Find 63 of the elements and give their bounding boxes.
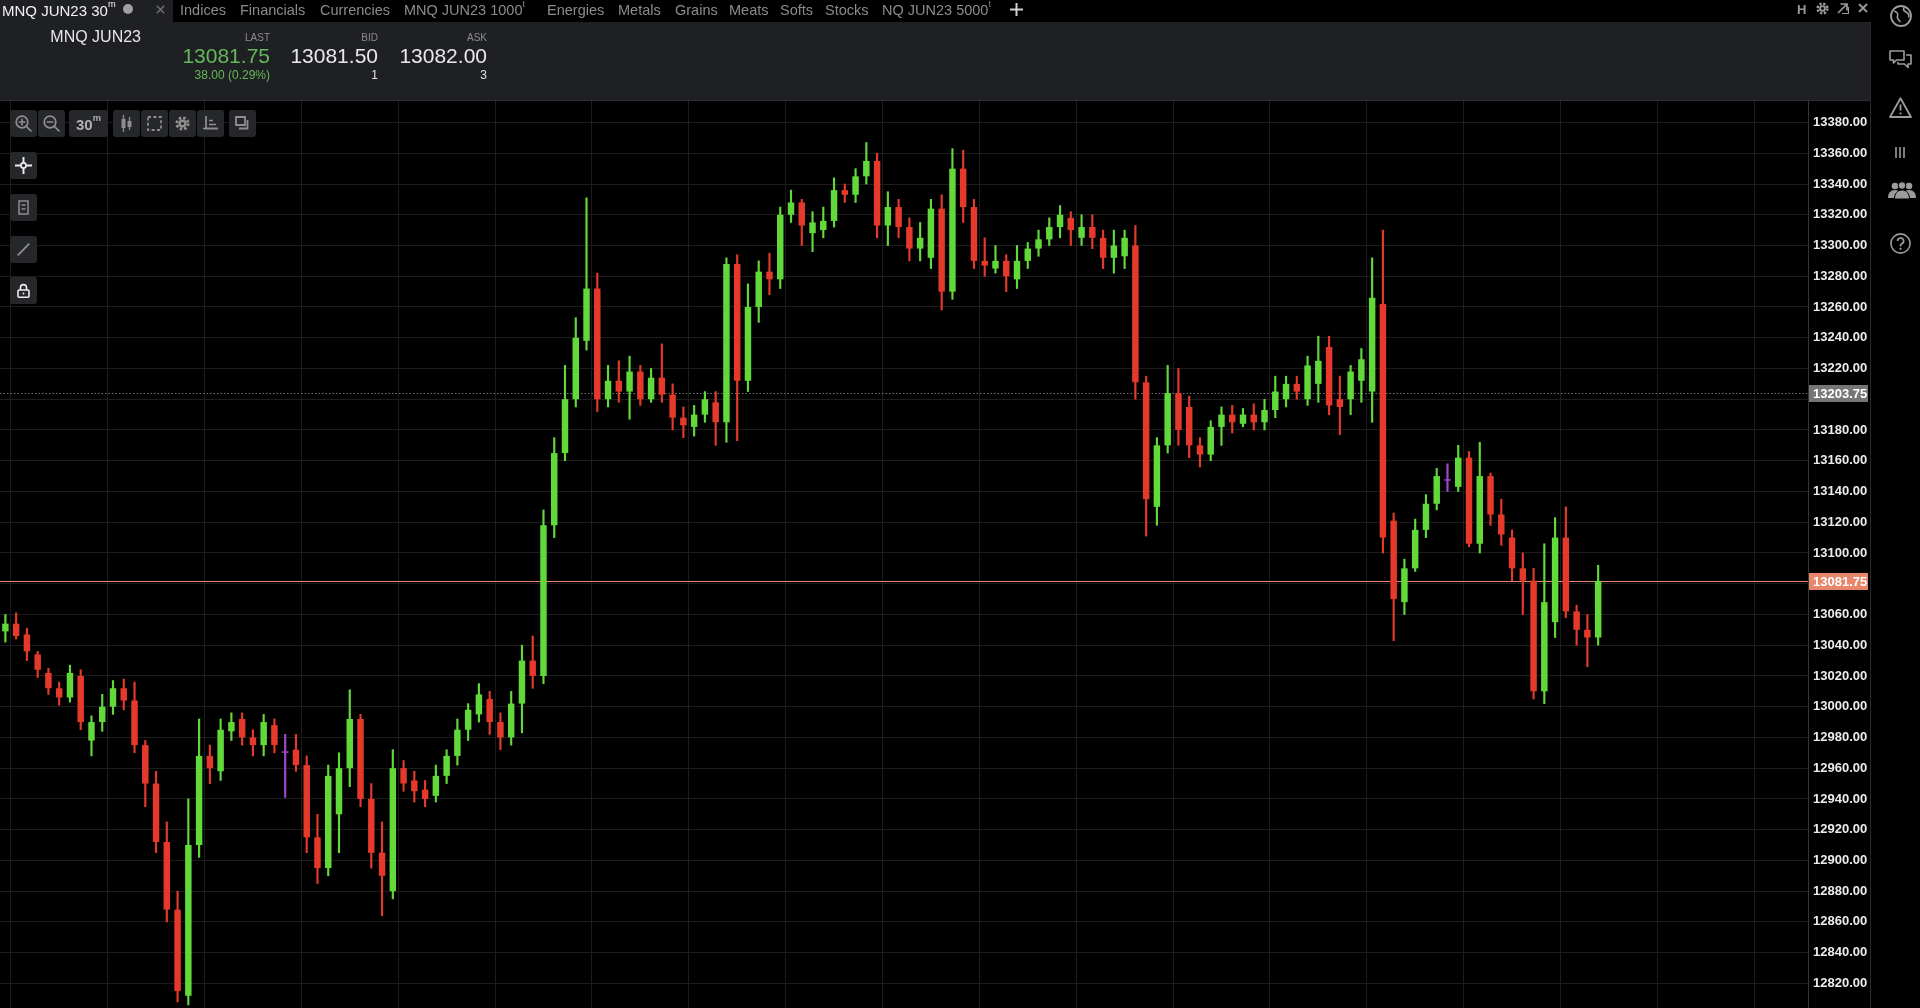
text: Currencies [320, 2, 391, 18]
text: NQ JUN23 5000$^{t}$ [882, 0, 991, 18]
text: MNQ JUN23 30$^{m}$ [2, 0, 116, 19]
text: H [1797, 2, 1807, 17]
text: Softs [780, 2, 814, 18]
text: Indices [180, 2, 226, 18]
text: 1 [371, 68, 378, 82]
candlestick [1444, 463, 1451, 492]
y-tick-label: 13100.00 [1813, 544, 1868, 560]
text: MNQ JUN23 1000$^{t}$ [404, 0, 525, 18]
y-tick-label: 13240.00 [1813, 329, 1868, 345]
y-tick-label: 13020.00 [1813, 667, 1868, 683]
candlestick [1078, 214, 1085, 246]
text: Energies [547, 2, 605, 18]
text: 13081.50 [290, 44, 378, 67]
y-tick-label: 12920.00 [1813, 821, 1868, 837]
y-tick-label: 12980.00 [1813, 729, 1868, 745]
y-tick-label: 12880.00 [1813, 882, 1868, 898]
y-tick-label: 13180.00 [1813, 421, 1868, 437]
interval-button: 30$^{m}$ [69, 110, 108, 137]
text: BID [361, 32, 378, 43]
y-tick-label: 13140.00 [1813, 483, 1868, 499]
y-tick-label: 12860.00 [1813, 913, 1868, 929]
y-tick-label: 13120.00 [1813, 513, 1868, 529]
text: Financials [240, 2, 306, 18]
y-tick-label: 12940.00 [1813, 790, 1868, 806]
y-tick-label: 12960.00 [1813, 759, 1868, 775]
text: 13082.00 [399, 44, 487, 67]
text: Stocks [825, 2, 869, 18]
text: Grains [675, 2, 718, 18]
y-tick-label: 12820.00 [1813, 974, 1868, 990]
y-tick-label: 13380.00 [1813, 114, 1868, 130]
candlestick [992, 245, 999, 274]
text: 38.00 (0.29%) [194, 68, 270, 82]
text: Meats [729, 2, 769, 18]
candlestick [281, 734, 289, 798]
y-tick-label: 13220.00 [1813, 360, 1868, 376]
text: 13081.75 [182, 44, 270, 67]
ref-line-label: 13081.75 [1813, 573, 1868, 589]
text: ASK [466, 32, 487, 43]
candlestick [583, 197, 590, 351]
candlestick [626, 355, 633, 420]
text: 3 [480, 68, 487, 82]
y-tick-label: 13300.00 [1813, 237, 1868, 253]
y-tick-label: 13040.00 [1813, 636, 1868, 652]
annotation: 30$^{m}$ [76, 113, 101, 133]
y-tick-label: 13280.00 [1813, 267, 1868, 283]
y-tick-label: 13360.00 [1813, 144, 1868, 160]
text: LAST [244, 32, 270, 43]
y-tick-label: 13060.00 [1813, 606, 1868, 622]
chart-title: MNQ JUN23 [50, 28, 141, 45]
y-tick-label: 13340.00 [1813, 175, 1868, 191]
y-tick-label: 13260.00 [1813, 298, 1868, 314]
y-tick-label: 12900.00 [1813, 852, 1868, 867]
y-tick-label: 13160.00 [1813, 452, 1868, 468]
text: Metals [618, 2, 661, 18]
candlestick [766, 252, 773, 296]
y-tick-label: 13000.00 [1813, 698, 1868, 714]
candlestick [809, 211, 816, 252]
y-tick-label: 12840.00 [1813, 944, 1868, 960]
candlestick [1218, 406, 1225, 446]
ref-line-label: 13203.75 [1813, 385, 1868, 401]
y-tick-label: 13320.00 [1813, 206, 1868, 222]
